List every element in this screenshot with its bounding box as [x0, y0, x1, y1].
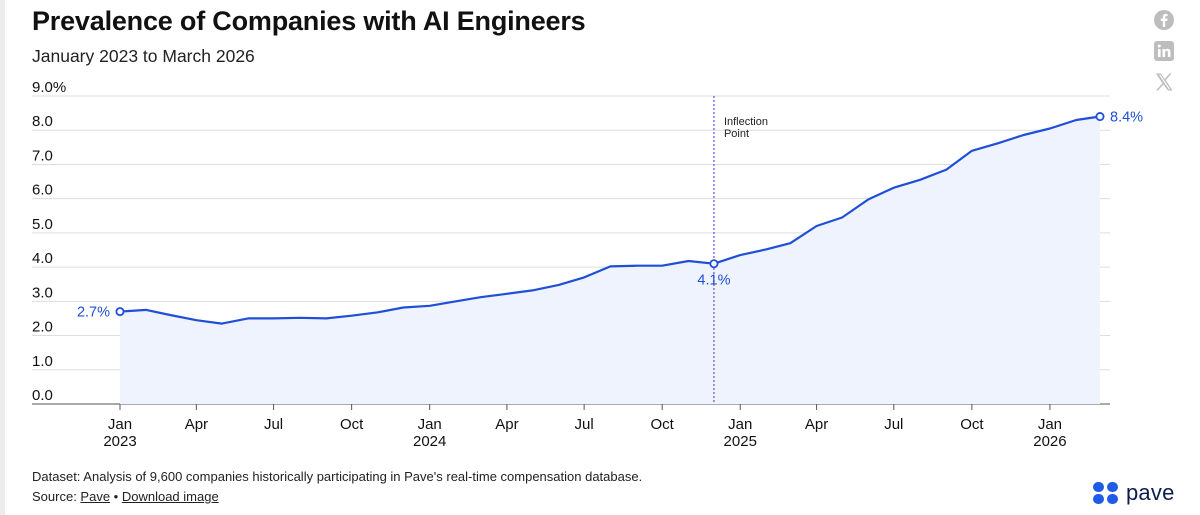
data-label: 2.7% — [77, 305, 110, 321]
y-tick-label: 0.0 — [32, 387, 53, 404]
y-tick-label: 2.0 — [32, 319, 53, 336]
x-tick-label: Oct — [340, 416, 364, 433]
x-tick-year-label: 2026 — [1033, 433, 1066, 450]
x-tick-year-label: 2023 — [103, 433, 136, 450]
source-line: Source: Pave • Download image — [32, 489, 219, 504]
x-tick-label: Jul — [884, 416, 903, 433]
x-icon[interactable] — [1152, 70, 1176, 94]
left-border — [0, 0, 5, 515]
line-chart: 0.01.02.03.04.05.06.07.08.09.0%Jan2023Ap… — [32, 79, 1143, 450]
download-image-link[interactable]: Download image — [121, 489, 219, 504]
dataset-note: Dataset: Analysis of 9,600 companies his… — [32, 469, 643, 484]
y-tick-label: 5.0 — [32, 216, 53, 233]
y-tick-label: 8.0 — [32, 113, 53, 130]
inflection-label: Point — [724, 128, 749, 140]
x-tick-year-label: 2024 — [413, 433, 446, 450]
linkedin-icon[interactable] — [1152, 39, 1176, 63]
pave-logo: pave — [1092, 480, 1175, 506]
x-tick-label: Oct — [960, 416, 984, 433]
y-tick-label: 3.0 — [32, 284, 53, 301]
x-tick-label: Jan — [418, 416, 442, 433]
data-point-marker — [709, 259, 719, 269]
x-tick-label: Apr — [495, 416, 518, 433]
y-tick-label: 4.0 — [32, 250, 53, 267]
pave-logo-mark — [1093, 482, 1118, 504]
inflection-label: Inflection — [724, 116, 768, 128]
x-tick-label: Oct — [651, 416, 675, 433]
share-bar — [1152, 8, 1178, 101]
data-label: 8.4% — [1110, 110, 1143, 126]
x-tick-label: Jan — [1038, 416, 1062, 433]
y-tick-label: 7.0 — [32, 147, 53, 164]
source-prefix: Source: — [32, 489, 81, 504]
series-line — [119, 115, 1101, 325]
chart-subtitle: January 2023 to March 2026 — [32, 46, 255, 66]
y-tick-label: 9.0% — [32, 79, 66, 96]
data-point-marker — [1095, 112, 1105, 122]
data-label: 4.1% — [697, 273, 730, 289]
y-tick-label: 1.0 — [32, 353, 53, 370]
source-separator: • — [110, 489, 122, 504]
data-point-marker — [115, 307, 125, 317]
x-tick-year-label: 2025 — [724, 433, 757, 450]
chart-title: Prevalence of Companies with AI Engineer… — [32, 6, 586, 36]
x-tick-label: Jul — [264, 416, 283, 433]
source-link[interactable]: Pave — [80, 489, 111, 504]
x-tick-label: Jan — [728, 416, 752, 433]
facebook-icon[interactable] — [1152, 8, 1176, 32]
x-tick-label: Apr — [185, 416, 208, 433]
series-area — [120, 116, 1100, 404]
y-tick-label: 6.0 — [32, 182, 53, 199]
x-tick-label: Apr — [805, 416, 828, 433]
pave-logo-text: pave — [1126, 480, 1175, 505]
x-tick-label: Jul — [575, 416, 594, 433]
x-tick-label: Jan — [108, 416, 132, 433]
